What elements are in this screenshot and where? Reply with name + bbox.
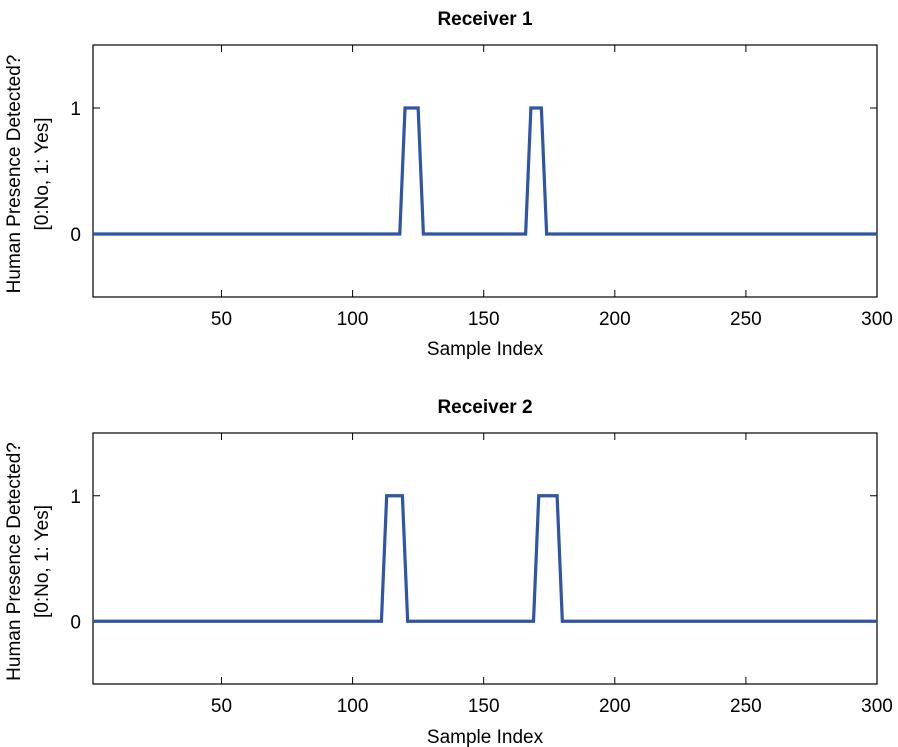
x-tick-label: 50	[211, 696, 232, 717]
chart-panel-2: 50 100 150 200 250 300 0 1 Receiver 2 Sample Inde…	[4, 397, 893, 747]
chart-title: Receiver 2	[437, 397, 532, 418]
x-tick-label: 50	[211, 309, 232, 330]
x-axis-label: Sample Index	[427, 727, 544, 747]
chart-title: Receiver 1	[437, 9, 533, 30]
x-tick-label: 200	[599, 696, 631, 717]
x-tick-label: 200	[599, 309, 631, 330]
y-axis-label-line-1: Human Presence Detected?	[4, 55, 25, 294]
series-line	[93, 494, 877, 623]
x-tick-label: 250	[730, 696, 762, 717]
x-tick-label: 100	[337, 696, 369, 717]
x-tick-label: 300	[861, 696, 893, 717]
y-axis-label-line-1: Human Presence Detected?	[4, 442, 25, 681]
x-axis-label: Sample Index	[427, 339, 544, 360]
x-tick-label: 100	[337, 309, 369, 330]
y-axis-label-line-2: [0:No, 1: Yes]	[32, 117, 53, 230]
plot-area-frame	[92, 44, 878, 298]
chart-panel-1: 50 100 150 200 250 300 0 1 Receiver 1 Sample Inde…	[4, 9, 893, 360]
y-tick-label: 1	[70, 99, 81, 120]
x-tick-label: 150	[468, 309, 500, 330]
y-tick-label: 0	[70, 612, 81, 633]
x-tick-label: 250	[730, 309, 762, 330]
x-tick-label: 150	[468, 696, 500, 717]
y-tick-label: 0	[70, 225, 81, 246]
plot-area-frame	[92, 432, 878, 685]
x-tick-label: 300	[861, 309, 893, 330]
series-line	[93, 106, 877, 236]
y-tick-label: 1	[70, 487, 81, 508]
y-axis-label-line-2: [0:No, 1: Yes]	[32, 505, 53, 618]
